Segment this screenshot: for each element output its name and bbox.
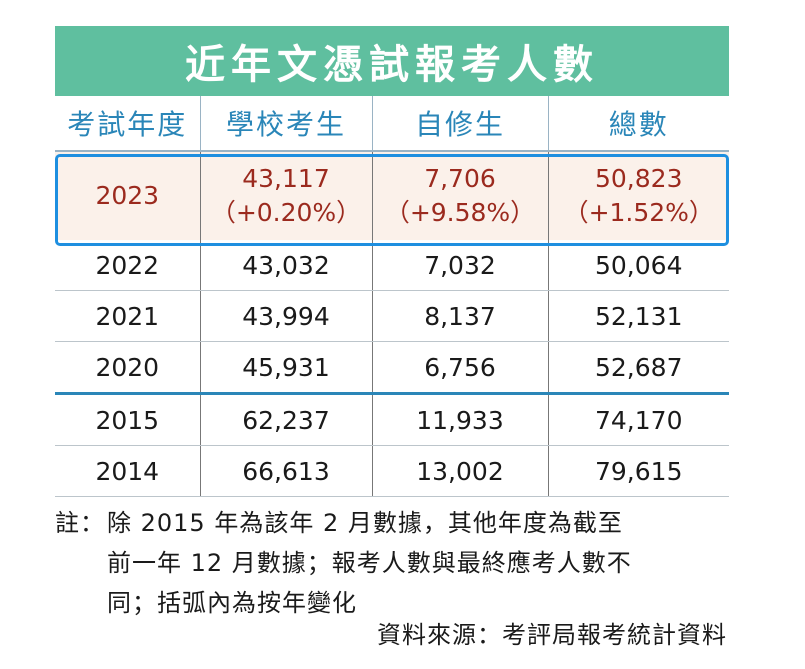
- cell-school: 43,117 （+0.20%）: [199, 151, 372, 240]
- header-school-candidates: 學校考生: [199, 96, 372, 152]
- exam-table-figure: 近年文憑試報考人數 考試年度 學校考生 自修生 總數 2023 43,117 （…: [55, 26, 729, 497]
- footnote-line-3: 同；括弧內為按年變化: [107, 589, 357, 617]
- cell-school: 45,931: [199, 341, 372, 395]
- cell-school-change: （+0.20%）: [210, 198, 362, 227]
- cell-year: 2015: [55, 393, 200, 446]
- table-row: 2022 43,032 7,032 50,064: [55, 240, 729, 291]
- cell-school: 62,237: [199, 393, 372, 446]
- cell-year: 2023: [55, 151, 200, 240]
- cell-year: 2014: [55, 445, 200, 497]
- cell-private-value: 7,706: [424, 164, 496, 193]
- footnote: 註： 除 2015 年為該年 2 月數據，其他年度為截至 前一年 12 月數據；…: [55, 503, 735, 623]
- table-row: 2021 43,994 8,137 52,131: [55, 290, 729, 342]
- footnote-line-1: 除 2015 年為該年 2 月數據，其他年度為截至: [107, 509, 623, 537]
- cell-school-value: 43,117: [242, 164, 330, 193]
- table-title: 近年文憑試報考人數: [55, 26, 729, 96]
- applicants-table: 考試年度 學校考生 自修生 總數 2023 43,117 （+0.20%） 7,…: [55, 96, 729, 497]
- table-row: 2020 45,931 6,756 52,687: [55, 341, 729, 395]
- cell-school: 43,032: [199, 240, 372, 291]
- cell-year: 2020: [55, 341, 200, 395]
- cell-total: 74,170: [547, 393, 729, 446]
- cell-private: 11,933: [371, 393, 548, 446]
- header-year: 考試年度: [55, 96, 200, 152]
- cell-private: 6,756: [371, 341, 548, 395]
- cell-total: 52,687: [547, 341, 729, 395]
- cell-total: 50,823 （+1.52%）: [547, 151, 729, 240]
- cell-private: 7,706 （+9.58%）: [371, 151, 548, 240]
- table-row-highlight: 2023 43,117 （+0.20%） 7,706 （+9.58%） 50,8…: [55, 151, 729, 240]
- cell-school: 66,613: [199, 445, 372, 497]
- cell-school: 43,994: [199, 290, 372, 342]
- data-source: 資料來源：考評局報考統計資料: [377, 621, 727, 649]
- cell-private-change: （+9.58%）: [384, 198, 536, 227]
- header-total: 總數: [547, 96, 729, 152]
- cell-total: 50,064: [547, 240, 729, 291]
- cell-year: 2021: [55, 290, 200, 342]
- cell-total-value: 50,823: [595, 164, 683, 193]
- cell-total: 52,131: [547, 290, 729, 342]
- table-row: 2015 62,237 11,933 74,170: [55, 393, 729, 446]
- header-row: 考試年度 學校考生 自修生 總數: [55, 96, 729, 152]
- cell-private: 7,032: [371, 240, 548, 291]
- cell-total: 79,615: [547, 445, 729, 497]
- cell-private: 8,137: [371, 290, 548, 342]
- header-private-candidates: 自修生: [371, 96, 548, 152]
- footnote-line-2: 前一年 12 月數據；報考人數與最終應考人數不: [107, 549, 632, 577]
- cell-year: 2022: [55, 240, 200, 291]
- footnote-prefix: 註：: [55, 509, 105, 537]
- cell-total-change: （+1.52%）: [563, 198, 714, 227]
- cell-private: 13,002: [371, 445, 548, 497]
- table-row: 2014 66,613 13,002 79,615: [55, 445, 729, 497]
